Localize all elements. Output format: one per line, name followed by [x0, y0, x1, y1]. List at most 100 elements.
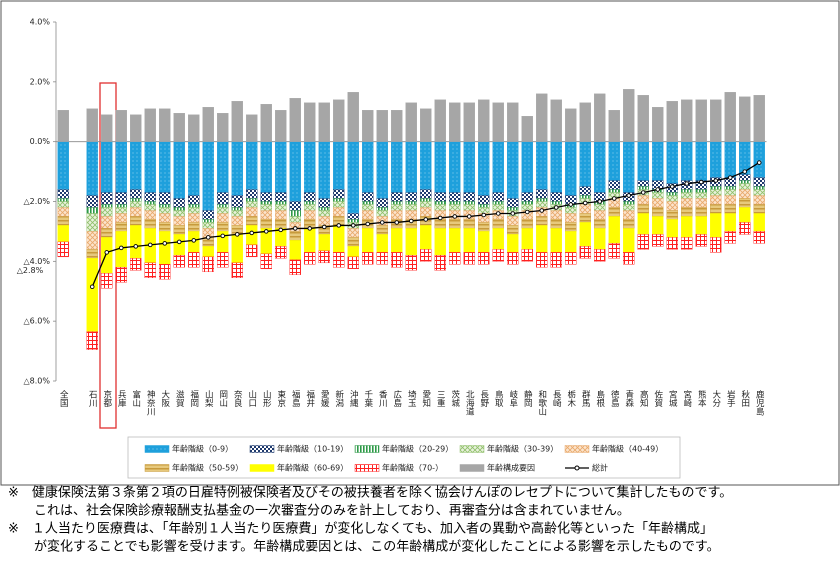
bar-segment	[260, 210, 272, 220]
bar-segment	[478, 99, 490, 142]
x-tick-label: 三重	[435, 390, 445, 407]
bar-segment	[217, 204, 229, 208]
bar-segment	[753, 204, 765, 214]
total-point	[510, 211, 516, 216]
bar-segment	[550, 228, 562, 253]
bar-segment	[695, 234, 707, 247]
x-tick-label: 富山	[131, 389, 141, 408]
total-point	[264, 229, 269, 234]
total-point	[220, 233, 225, 239]
bar-segment	[739, 207, 751, 223]
bar-segment	[347, 228, 359, 238]
bar-segment	[159, 264, 171, 280]
bar-segment	[434, 219, 446, 229]
x-tick-label: 島根	[595, 389, 605, 408]
bar-segment	[86, 331, 98, 350]
bar-segment	[101, 216, 113, 229]
bar-segment	[86, 141, 98, 196]
bar-segment	[420, 207, 432, 217]
bar-segment	[86, 213, 98, 232]
bar-segment	[173, 225, 185, 235]
bar-segment	[449, 141, 461, 193]
bar-segment	[623, 201, 635, 205]
x-tick-label: 岐阜	[508, 389, 518, 408]
bar-segment	[463, 192, 475, 202]
bar-segment	[492, 201, 504, 205]
bar-segment	[637, 204, 649, 214]
bar-segment	[637, 180, 649, 187]
bar-segment	[260, 204, 272, 211]
bar-segment	[666, 237, 678, 250]
bar-segment	[304, 252, 316, 265]
bar-segment	[608, 216, 620, 244]
total-point	[742, 169, 748, 174]
bar-segment	[391, 210, 403, 220]
x-tick-label: 滋賀	[174, 389, 184, 408]
bar-segment	[101, 228, 113, 238]
bar-segment	[86, 249, 98, 259]
total-point	[568, 202, 574, 207]
bar-segment	[347, 219, 359, 223]
total-point	[322, 224, 327, 230]
bar-segment	[260, 141, 272, 193]
bar-segment	[739, 174, 751, 181]
total-point	[757, 160, 762, 165]
bar-segment	[637, 141, 649, 181]
legend-swatch	[144, 445, 170, 453]
bar-segment	[405, 192, 417, 202]
bar-segment	[434, 204, 446, 211]
bar-segment	[289, 201, 301, 211]
bar-segment	[246, 114, 258, 142]
bar-segment	[304, 204, 316, 211]
bar-segment	[289, 240, 301, 261]
bar-segment	[289, 98, 301, 142]
bar-segment	[115, 110, 127, 142]
x-tick-label: 全国	[58, 389, 68, 408]
total-point	[205, 235, 211, 240]
legend-label: 年齢階級（0-9）	[172, 444, 233, 454]
bar-segment	[275, 210, 287, 220]
bar-segment	[260, 253, 272, 270]
bar-segment	[521, 228, 533, 250]
bar-segment	[260, 104, 272, 142]
bar-segment	[231, 262, 243, 278]
bar-segment	[753, 186, 765, 190]
bar-segment	[434, 201, 446, 205]
x-tick-label: 鳥取	[493, 389, 503, 408]
bar-segment	[623, 204, 635, 211]
bar-segment	[391, 252, 403, 268]
bar-segment	[652, 234, 664, 247]
bar-segment	[188, 213, 200, 223]
bar-segment	[304, 228, 316, 253]
bar-segment	[681, 189, 693, 193]
bar-segment	[724, 189, 736, 196]
bar-segment	[463, 252, 475, 265]
bar-segment	[739, 189, 751, 199]
x-tick-label: 福井	[305, 389, 315, 408]
bar-segment	[753, 141, 765, 178]
x-tick-label: 群馬	[580, 389, 590, 408]
bar-segment	[478, 207, 490, 214]
bar-segment	[434, 141, 446, 193]
bar-segment	[536, 198, 548, 202]
bar-segment	[623, 252, 635, 265]
x-tick-label: 岩手	[725, 389, 735, 408]
bar-segment	[289, 141, 301, 202]
bar-segment	[463, 102, 475, 142]
total-point	[612, 196, 617, 201]
x-tick-label: 北海道	[464, 390, 474, 416]
bar-segment	[217, 113, 229, 142]
bar-segment	[507, 141, 519, 199]
total-point	[496, 211, 501, 216]
bar-segment	[652, 207, 664, 217]
bar-segment	[579, 222, 591, 247]
bar-segment	[115, 222, 127, 232]
bar-segment	[521, 249, 533, 262]
bar-segment	[304, 201, 316, 205]
bar-segment	[144, 141, 156, 193]
bar-segment	[623, 141, 635, 193]
bar-segment	[391, 192, 403, 202]
bar-segment	[231, 207, 243, 211]
bar-segment	[391, 141, 403, 193]
bar-segment	[463, 204, 475, 211]
